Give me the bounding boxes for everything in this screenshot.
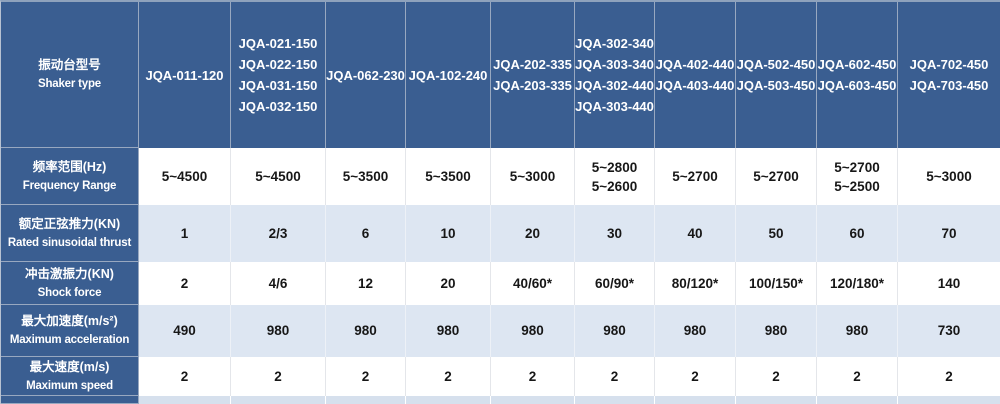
cell-shock-force: 4/6	[231, 262, 326, 305]
row-label-maximum-speed: 最大速度(m/s) Maximum speed	[1, 357, 139, 396]
cell-frequency-range: 5~3500	[326, 148, 406, 205]
row-label-maximum-acceleration: 最大加速度(m/s²) Maximum acceleration	[1, 305, 139, 357]
row-label-en: Shock force	[37, 286, 102, 299]
cell-maximum-speed: 2	[736, 357, 817, 396]
corner-shaker-type-label: 振动台型号 Shaker type	[1, 2, 139, 148]
cell-frequency-range: 5~2700	[655, 148, 736, 205]
row-label-zh: 最大加速度(m/s²)	[21, 314, 118, 328]
model-header: JQA-602-450 JQA-603-450	[817, 2, 898, 148]
cell-rated-sinusoidal-thrust: 60	[817, 205, 898, 262]
cell-frequency-range: 5~2800 5~2600	[575, 148, 655, 205]
cell-maximum-acceleration: 980	[575, 305, 655, 357]
model-header: JQA-021-150 JQA-022-150 JQA-031-150 JQA-…	[231, 2, 326, 148]
cell-rated-sinusoidal-thrust: 6	[326, 205, 406, 262]
cell-maximum-acceleration: 730	[898, 305, 1000, 357]
model-header: JQA-202-335 JQA-203-335	[491, 2, 575, 148]
cell-maximum-acceleration: 490	[139, 305, 231, 357]
row-label-frequency-range: 频率范围(Hz) Frequency Range	[1, 148, 139, 205]
cell-maximum-speed: 2	[326, 357, 406, 396]
cell-rated-sinusoidal-thrust: 50	[736, 205, 817, 262]
model-header: JQA-702-450 JQA-703-450	[898, 2, 1000, 148]
model-header: JQA-011-120	[139, 2, 231, 148]
cell-frequency-range: 5~4500	[139, 148, 231, 205]
partial-row-cell	[575, 396, 655, 404]
cell-maximum-acceleration: 980	[655, 305, 736, 357]
cell-rated-sinusoidal-thrust: 40	[655, 205, 736, 262]
cell-rated-sinusoidal-thrust: 1	[139, 205, 231, 262]
cell-maximum-acceleration: 980	[326, 305, 406, 357]
partial-row-cell	[326, 396, 406, 404]
cell-frequency-range: 5~2700	[736, 148, 817, 205]
partial-row-cell	[231, 396, 326, 404]
cell-shock-force: 12	[326, 262, 406, 305]
corner-label-zh: 振动台型号	[38, 58, 101, 72]
row-label-zh: 最大速度(m/s)	[29, 359, 110, 374]
cell-maximum-speed: 2	[491, 357, 575, 396]
model-header: JQA-102-240	[406, 2, 491, 148]
model-header: JQA-402-440 JQA-403-440	[655, 2, 736, 148]
cell-shock-force: 2	[139, 262, 231, 305]
cell-rated-sinusoidal-thrust: 30	[575, 205, 655, 262]
cell-frequency-range: 5~2700 5~2500	[817, 148, 898, 205]
row-label-rated-sinusoidal-thrust: 额定正弦推力(KN) Rated sinusoidal thrust	[1, 205, 139, 262]
cell-maximum-speed: 2	[231, 357, 326, 396]
partial-row-label	[1, 396, 139, 404]
partial-row-cell	[736, 396, 817, 404]
row-label-en: Maximum speed	[26, 379, 113, 392]
cell-rated-sinusoidal-thrust: 10	[406, 205, 491, 262]
cell-shock-force: 80/120*	[655, 262, 736, 305]
cell-shock-force: 120/180*	[817, 262, 898, 305]
partial-row-cell	[817, 396, 898, 404]
cell-frequency-range: 5~3000	[898, 148, 1000, 205]
model-header: JQA-502-450 JQA-503-450	[736, 2, 817, 148]
cell-maximum-acceleration: 980	[817, 305, 898, 357]
cell-maximum-acceleration: 980	[231, 305, 326, 357]
model-header: JQA-302-340 JQA-303-340 JQA-302-440 JQA-…	[575, 2, 655, 148]
cell-maximum-speed: 2	[406, 357, 491, 396]
cell-shock-force: 40/60*	[491, 262, 575, 305]
cell-maximum-acceleration: 980	[736, 305, 817, 357]
cell-maximum-speed: 2	[898, 357, 1000, 396]
cell-rated-sinusoidal-thrust: 70	[898, 205, 1000, 262]
partial-row-cell	[655, 396, 736, 404]
cell-maximum-speed: 2	[817, 357, 898, 396]
partial-row-cell	[406, 396, 491, 404]
cell-shock-force: 60/90*	[575, 262, 655, 305]
row-label-en: Frequency Range	[22, 179, 117, 192]
cell-maximum-speed: 2	[139, 357, 231, 396]
row-label-zh: 额定正弦推力(KN)	[18, 216, 121, 231]
row-label-shock-force: 冲击激振力(KN) Shock force	[1, 262, 139, 305]
row-label-zh: 频率范围(Hz)	[32, 159, 107, 174]
cell-maximum-speed: 2	[655, 357, 736, 396]
cell-maximum-acceleration: 980	[406, 305, 491, 357]
row-label-zh: 冲击激振力(KN)	[25, 266, 114, 281]
cell-rated-sinusoidal-thrust: 2/3	[231, 205, 326, 262]
cell-frequency-range: 5~3000	[491, 148, 575, 205]
cell-shock-force: 140	[898, 262, 1000, 305]
cell-maximum-speed: 2	[575, 357, 655, 396]
cell-shock-force: 100/150*	[736, 262, 817, 305]
row-label-en: Maximum acceleration	[9, 334, 130, 346]
cell-frequency-range: 5~4500	[231, 148, 326, 205]
model-header: JQA-062-230	[326, 2, 406, 148]
row-label-en: Rated sinusoidal thrust	[7, 236, 132, 249]
cell-frequency-range: 5~3500	[406, 148, 491, 205]
partial-row-cell	[139, 396, 231, 404]
cell-maximum-acceleration: 980	[491, 305, 575, 357]
cell-rated-sinusoidal-thrust: 20	[491, 205, 575, 262]
partial-row-cell	[491, 396, 575, 404]
cell-shock-force: 20	[406, 262, 491, 305]
corner-label-en: Shaker type	[38, 78, 101, 90]
partial-row-cell	[898, 396, 1000, 404]
